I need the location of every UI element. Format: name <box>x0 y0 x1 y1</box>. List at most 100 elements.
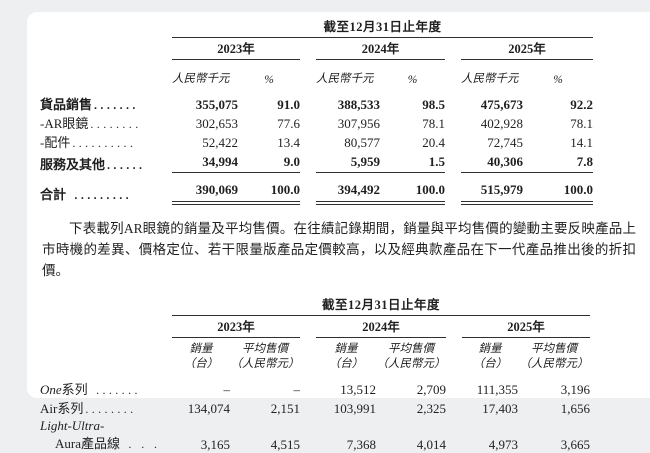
spacer <box>40 60 172 87</box>
row-label: Light-Ultra- Aura產品線 . . . <box>40 418 161 451</box>
cell: 2,325 <box>416 401 446 416</box>
row-label: Air系列........ <box>40 401 137 416</box>
cell: 4,973 <box>488 437 518 452</box>
cell: 2,151 <box>270 401 300 416</box>
t1-unit-rmb: 人民幣千元 <box>316 73 374 85</box>
t1-period-header: 截至12月31日止年度 <box>172 16 593 38</box>
t2-year-2024: 2024年 <box>316 315 446 338</box>
cell: 17,403 <box>482 401 518 416</box>
table-row-ar-glasses: -AR眼鏡........ 302,653 77.6 307,956 78.1 … <box>40 113 593 132</box>
spacer <box>40 316 172 338</box>
cell: 355,075 <box>195 97 238 112</box>
cell: 4,515 <box>270 437 300 452</box>
cell: 134,074 <box>187 401 230 416</box>
spacer <box>445 173 461 204</box>
table-row-services-other: 服務及其他...... 34,994 9.0 5,959 1.5 40,306 … <box>40 151 593 173</box>
spacer <box>40 16 172 38</box>
spacer <box>300 417 316 453</box>
table-row-accessories: -配件.......... 52,422 13.4 80,577 20.4 72… <box>40 132 593 151</box>
cell: 3,196 <box>560 382 590 397</box>
cell: – <box>223 382 231 397</box>
spacer <box>445 132 461 151</box>
row-label: 服務及其他...... <box>40 156 146 172</box>
cell: 402,928 <box>480 116 523 131</box>
table-row-total: 合計 ......... 390,069 100.0 394,492 100.0… <box>40 172 593 205</box>
t2-subheader-asp: 平均售價 （人民幣元） <box>376 343 446 370</box>
cell: – <box>293 382 301 397</box>
cell: 5,959 <box>316 151 380 173</box>
screenshot-root: { "table1": { "period_header": "截至12月31日… <box>27 12 650 452</box>
cell: 3,665 <box>560 437 590 452</box>
cell: 302,653 <box>195 116 238 131</box>
spacer <box>446 338 462 372</box>
cell: 20.4 <box>422 135 445 150</box>
cell: 13.4 <box>277 135 300 150</box>
cell: 91.0 <box>277 97 300 112</box>
cell: 52,422 <box>202 135 238 150</box>
spacer <box>446 417 462 453</box>
table-row-one-series: One系列 ....... – – 13,512 2,709 111,355 3… <box>40 379 590 398</box>
cell: 78.1 <box>570 116 593 131</box>
cell: 515,979 <box>461 172 523 205</box>
cell: 100.0 <box>380 172 445 205</box>
dot-leader: . . . <box>122 437 161 451</box>
t2-period-header: 截至12月31日止年度 <box>172 294 590 316</box>
t2-subheader-qty: 銷量 （台） <box>328 343 364 370</box>
t2-year-2025: 2025年 <box>462 315 590 338</box>
cell: 7.8 <box>523 151 593 173</box>
spacer <box>300 38 316 60</box>
t1-unit-rmb: 人民幣千元 <box>172 73 230 85</box>
spacer <box>300 132 316 151</box>
cell: 307,956 <box>337 116 380 131</box>
spacer <box>300 151 316 173</box>
cell: 72,745 <box>487 135 523 150</box>
cell: 7,368 <box>346 437 376 452</box>
asp-table: 截至12月31日止年度 2023年 2024年 2025年 銷量 （台） 平均售價… <box>40 294 590 453</box>
dot-leader: ........ <box>85 402 137 416</box>
t1-unit-pct: % <box>264 74 274 86</box>
dot-leader: ........ <box>90 117 142 131</box>
row-label: 合計 ......... <box>40 187 133 202</box>
spacer <box>446 316 462 338</box>
body-paragraph: 下表載列AR眼鏡的銷量及平均售價。在往績記錄期間，銷量與平均售價的變動主要反映產… <box>42 221 636 278</box>
dot-leader: ....... <box>89 383 141 397</box>
table-row-light-ultra-aura: Light-Ultra- Aura產品線 . . . 3,165 4,515 7… <box>40 417 590 453</box>
cell: 98.5 <box>422 97 445 112</box>
spacer <box>300 398 316 417</box>
cell: 394,492 <box>316 172 380 205</box>
spacer <box>445 94 461 113</box>
spacer <box>445 151 461 173</box>
revenue-table: 截至12月31日止年度 2023年 2024年 2025年 人民幣千元 % 人民… <box>40 16 593 205</box>
cell: 3,165 <box>200 437 230 452</box>
spacer <box>445 60 461 87</box>
row-label: -AR眼鏡........ <box>40 116 142 131</box>
cell: 13,512 <box>340 382 376 397</box>
t1-unit-rmb: 人民幣千元 <box>461 73 519 85</box>
cell: 475,673 <box>480 97 523 112</box>
dot-leader: ...... <box>107 157 146 172</box>
spacer <box>300 338 316 372</box>
spacer <box>300 316 316 338</box>
t1-unit-pct: % <box>407 74 418 86</box>
spacer <box>40 294 172 316</box>
cell: 390,069 <box>172 172 238 205</box>
dot-leader: ......... <box>68 188 133 202</box>
cell: 4,014 <box>416 437 446 452</box>
spacer <box>446 379 462 398</box>
cell: 77.6 <box>277 116 300 131</box>
t2-subheader-asp: 平均售價 （人民幣元） <box>519 343 589 370</box>
spacer <box>300 173 316 204</box>
spacer <box>40 86 593 94</box>
t1-year-2024: 2024年 <box>316 37 445 60</box>
spacer <box>300 113 316 132</box>
spacer <box>300 94 316 113</box>
cell: 14.1 <box>570 135 593 150</box>
t2-subheader-qty: 銷量 （台） <box>472 343 508 370</box>
dot-leader: ....... <box>94 98 139 112</box>
cell: 100.0 <box>523 172 593 205</box>
cell: 111,355 <box>476 382 518 397</box>
table-row-goods-sales: 貨品銷售....... 355,075 91.0 388,533 98.5 47… <box>40 94 593 113</box>
cell: 1.5 <box>380 151 445 173</box>
spacer <box>300 379 316 398</box>
row-label: 貨品銷售....... <box>40 97 139 112</box>
